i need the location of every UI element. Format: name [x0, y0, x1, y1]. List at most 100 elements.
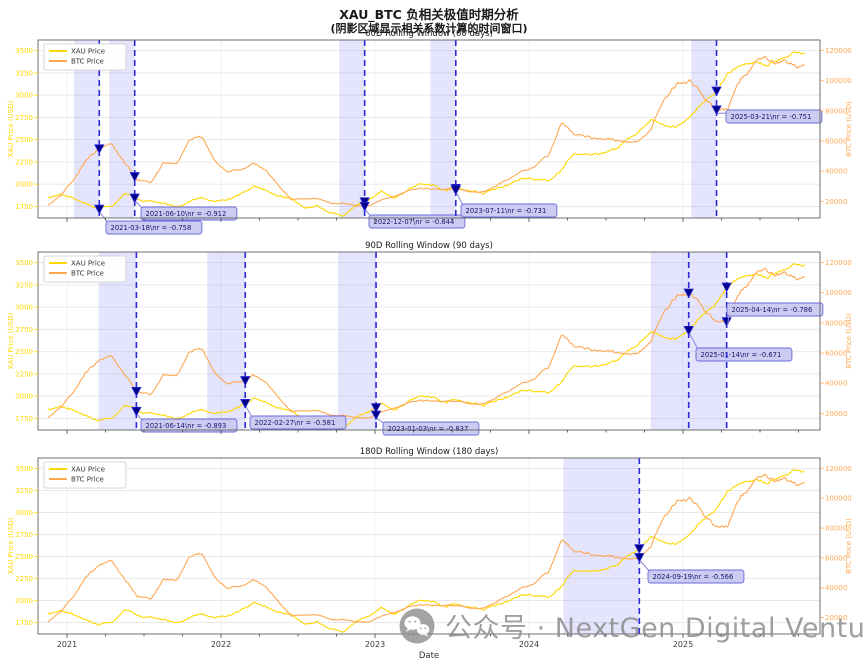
svg-text:2021: 2021 — [57, 640, 77, 649]
annotation-box — [105, 220, 203, 235]
svg-text:2022: 2022 — [211, 640, 231, 649]
subplot-60d: 2021-03-18\nr = -0.758 2021-06-10\nr = -0… — [7, 39, 853, 235]
svg-text:2750: 2750 — [15, 531, 33, 539]
subplot-90d: 2021-06-14\nr = -0.893 2022-02-27\nr = -0… — [7, 251, 853, 436]
extreme-marker — [450, 185, 461, 196]
svg-text:2025: 2025 — [673, 640, 693, 649]
annotation-text: 2025-04-14\nr = -0.786 — [732, 306, 813, 314]
correlation-window-band — [688, 252, 727, 430]
extreme-marker — [370, 403, 382, 414]
extreme-marker — [683, 325, 694, 336]
legend: XAU Price BTC Price — [43, 43, 127, 71]
legend-label-btc: BTC Price — [71, 58, 104, 66]
legend: XAU Price BTC Price — [43, 461, 127, 489]
svg-text:100000: 100000 — [825, 77, 852, 85]
subplot-180d: 2024-09-19\nr = -0.566 1750 2000 2250 2500 27… — [7, 457, 853, 649]
svg-text:1750: 1750 — [15, 415, 33, 423]
subplot-title-90d: 90D Rolling Window (90 days) — [365, 241, 493, 251]
btc-series-line — [47, 473, 805, 623]
annotation-text: 2025-03-21\nr = -0.751 — [731, 113, 812, 121]
annotation-text: 2022-02-27\nr = -0.581 — [255, 419, 336, 427]
svg-text:2023: 2023 — [365, 640, 385, 649]
extreme-marker — [240, 399, 251, 409]
extreme-marker — [359, 201, 370, 212]
extreme-marker — [711, 86, 722, 97]
annotation-text: 2021-06-14\nr = -0.893 — [146, 422, 227, 430]
right-axis-title: BTC Price (USD) — [845, 518, 853, 574]
svg-text:2500: 2500 — [15, 136, 33, 144]
annotation-text: 2024-09-19\nr = -0.566 — [653, 573, 734, 581]
subplot-title-180d: 180D Rolling Window (180 days) — [360, 447, 499, 457]
svg-text:120000: 120000 — [825, 465, 852, 473]
svg-text:1750: 1750 — [15, 619, 33, 627]
x-axis-label: Date — [419, 651, 439, 661]
svg-text:20000: 20000 — [825, 198, 847, 206]
svg-text:2750: 2750 — [15, 326, 33, 334]
svg-text:40000: 40000 — [825, 584, 847, 592]
svg-text:2750: 2750 — [15, 114, 33, 122]
extreme-marker — [683, 288, 694, 299]
annotation-box — [140, 418, 238, 433]
x-axis-ticks — [66, 430, 799, 434]
svg-text:3000: 3000 — [15, 304, 33, 312]
svg-text:2250: 2250 — [15, 370, 33, 378]
annotation-box — [726, 302, 824, 317]
svg-text:80000: 80000 — [825, 319, 847, 327]
plot-border — [37, 457, 821, 635]
xau-series-line — [47, 263, 805, 429]
annotation-box — [382, 421, 480, 436]
btc-series-line — [47, 267, 805, 419]
xau-series-line — [47, 51, 805, 217]
svg-text:20000: 20000 — [825, 410, 847, 418]
subplot-title-60d: 60D Rolling Window (60 days) — [365, 29, 493, 39]
extreme-marker — [634, 553, 645, 563]
plot-border — [37, 251, 821, 431]
svg-text:2000: 2000 — [15, 181, 33, 189]
left-axis-ticks: 1750 2000 2250 2500 2750 3000 3250 3500 — [15, 47, 38, 211]
svg-text:2250: 2250 — [15, 158, 33, 166]
correlation-window-band — [691, 40, 717, 218]
left-axis-ticks: 1750 2000 2250 2500 2750 3000 3250 3500 — [15, 465, 38, 627]
svg-text:60000: 60000 — [825, 349, 847, 357]
svg-text:40000: 40000 — [825, 380, 847, 388]
gridlines — [38, 458, 820, 634]
svg-text:2250: 2250 — [15, 575, 33, 583]
correlation-window-band — [207, 252, 246, 430]
svg-text:2500: 2500 — [15, 553, 33, 561]
svg-text:120000: 120000 — [825, 259, 852, 267]
correlation-window-band — [563, 458, 640, 634]
svg-text:3500: 3500 — [15, 259, 33, 267]
svg-text:80000: 80000 — [825, 525, 847, 533]
annotation-box — [725, 109, 823, 124]
xau-series-line — [47, 469, 805, 633]
annotation-box — [249, 415, 347, 430]
svg-text:3250: 3250 — [15, 69, 33, 77]
svg-text:2024: 2024 — [519, 640, 539, 649]
extreme-marker — [129, 193, 140, 204]
extreme-marker — [370, 410, 382, 421]
correlation-window-band — [339, 40, 365, 218]
svg-text:2500: 2500 — [15, 348, 33, 356]
svg-text:60000: 60000 — [825, 554, 847, 562]
annotation-text: 2022-12-07\nr = -0.844 — [374, 218, 455, 226]
extreme-marker — [94, 144, 105, 155]
svg-text:3000: 3000 — [15, 509, 33, 517]
btc-series-line — [47, 55, 805, 207]
extreme-marker — [711, 105, 722, 116]
annotation-box — [695, 347, 793, 362]
extreme-marker — [129, 172, 140, 182]
extreme-marker — [131, 406, 142, 417]
extreme-marker — [721, 282, 732, 293]
annotation-text: 2025-01-14\nr = -0.671 — [701, 351, 782, 359]
svg-text:3500: 3500 — [15, 465, 33, 473]
svg-text:100000: 100000 — [825, 495, 852, 503]
figure-title: XAU_BTC 负相关极值时期分析 — [339, 7, 519, 22]
svg-text:2000: 2000 — [15, 597, 33, 605]
svg-text:120000: 120000 — [825, 47, 852, 55]
svg-text:3250: 3250 — [15, 487, 33, 495]
right-axis-ticks: 20000 40000 60000 80000 100000 120000 — [820, 465, 852, 622]
correlation-window-band — [430, 40, 456, 218]
extreme-marker — [240, 376, 251, 386]
